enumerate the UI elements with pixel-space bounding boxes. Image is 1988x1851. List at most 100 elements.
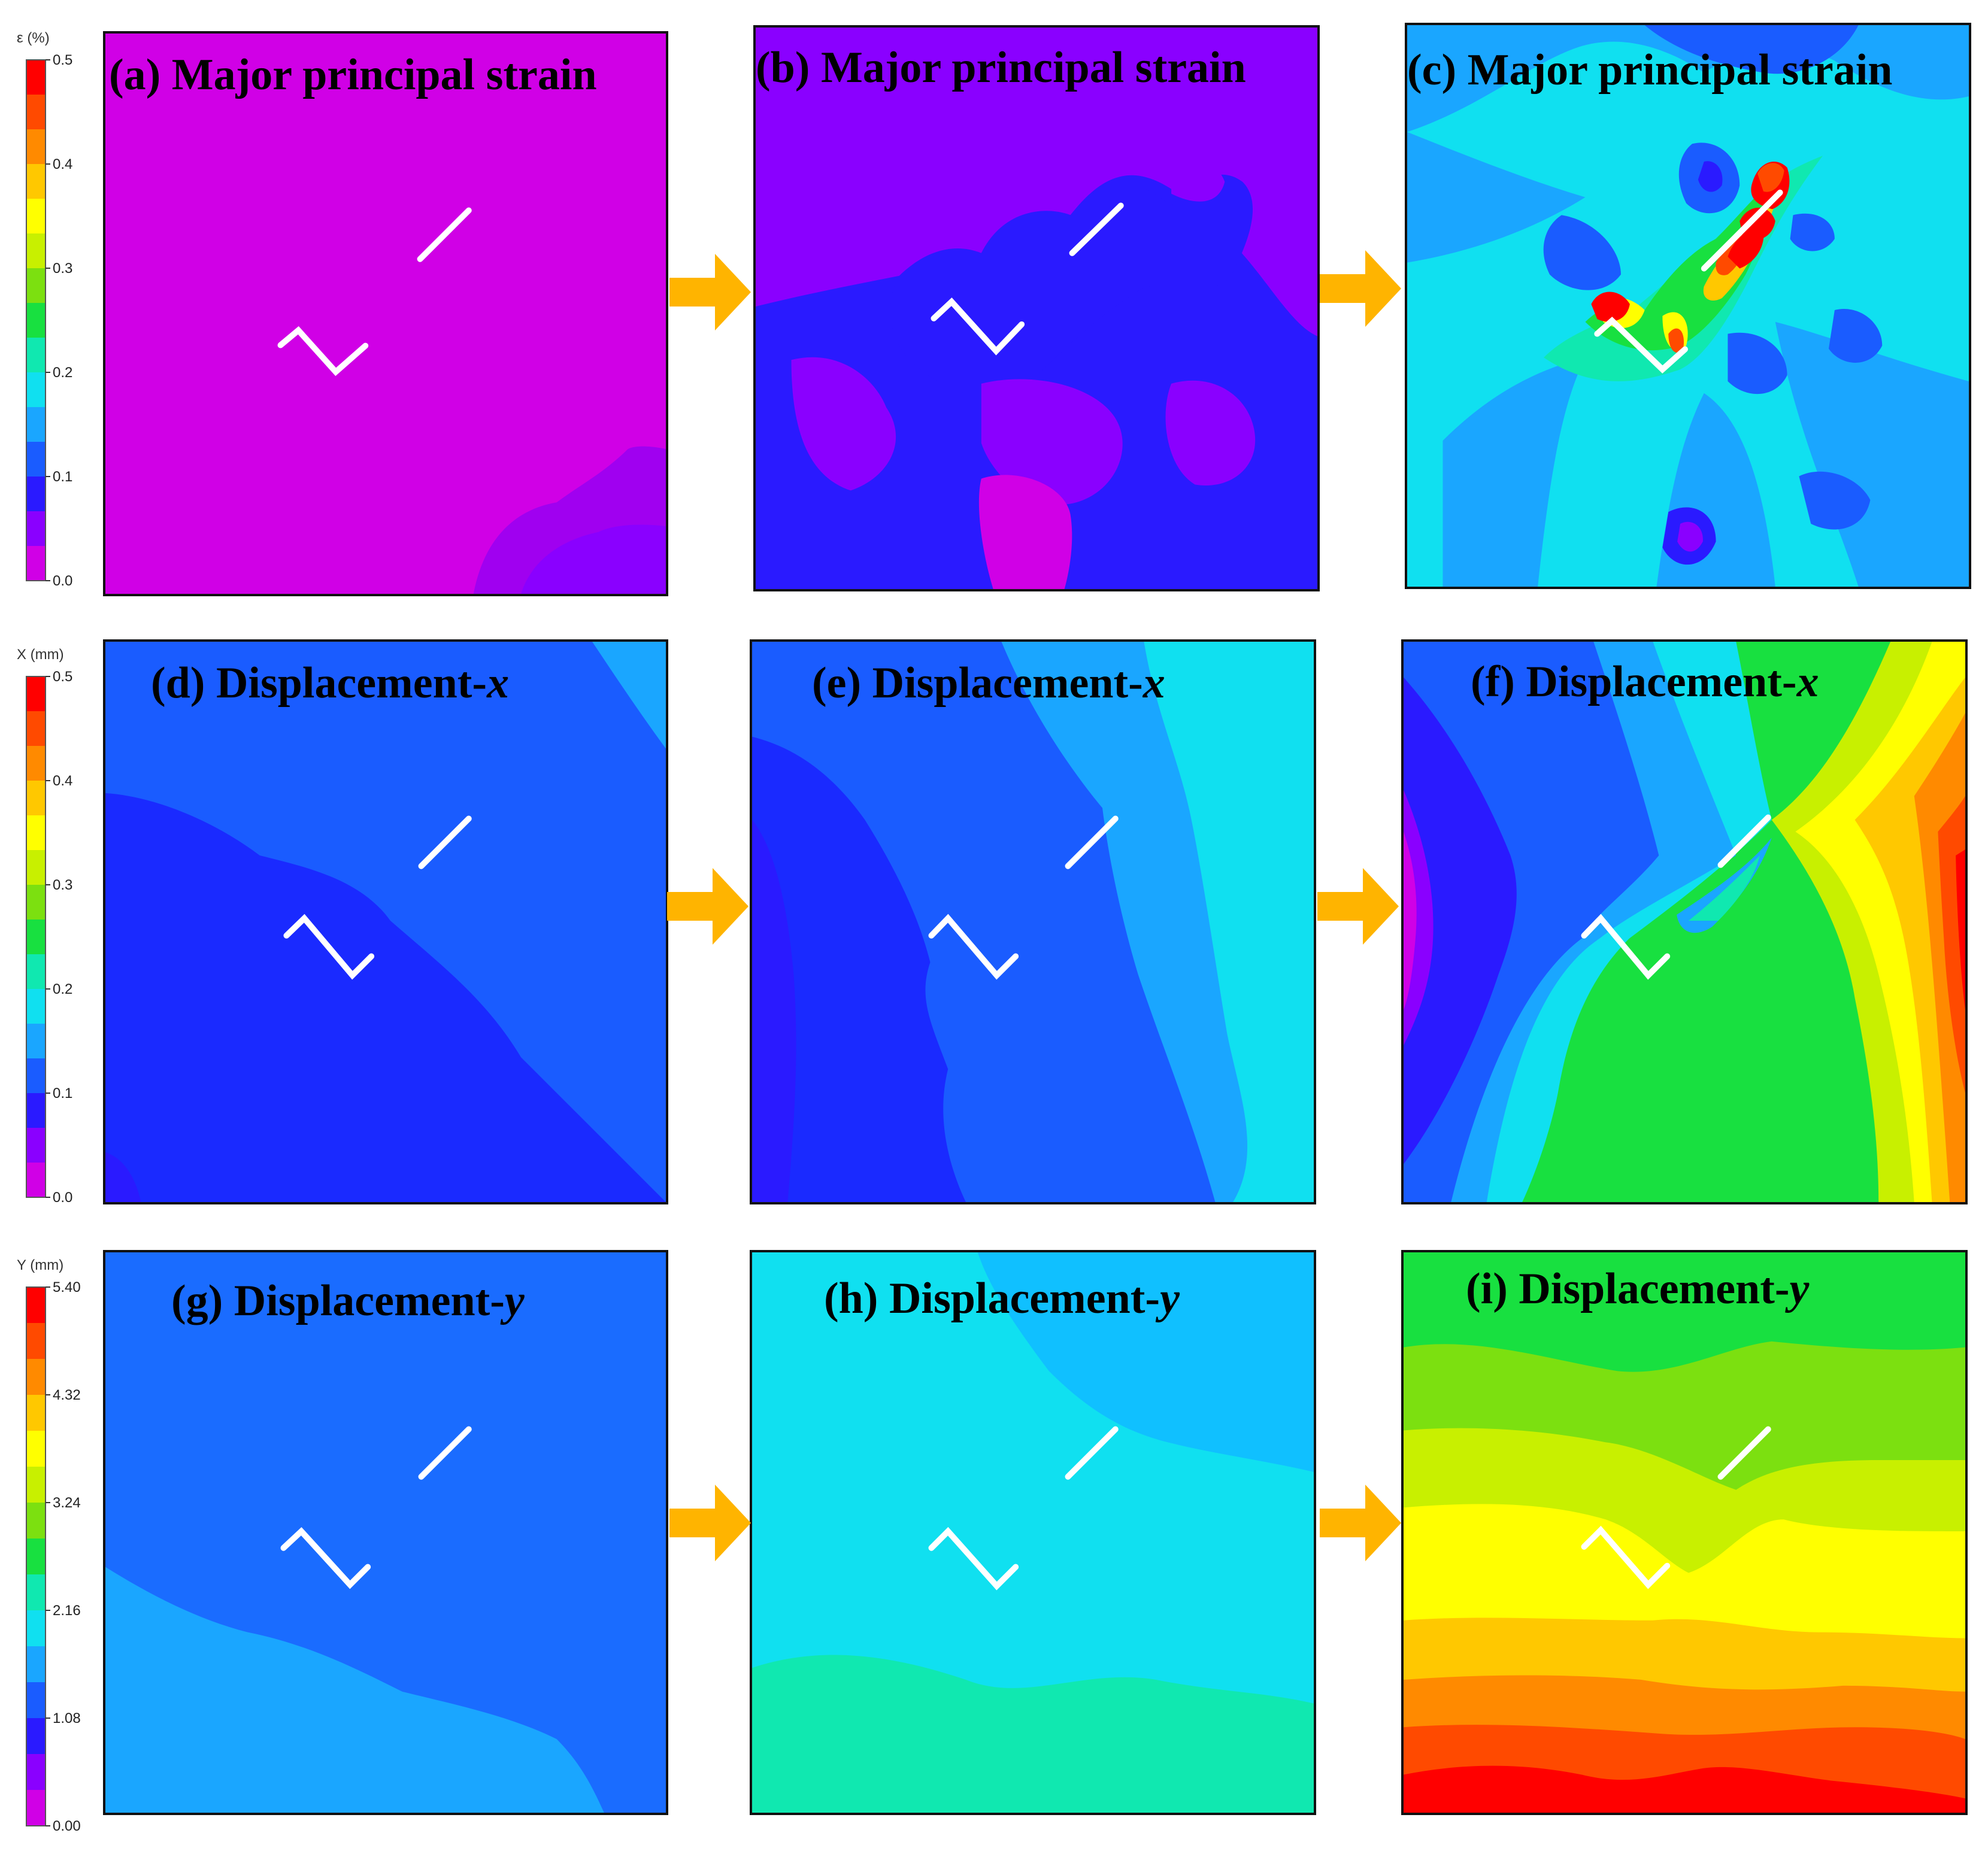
colorbar-tick-label: 0.0 xyxy=(53,1190,73,1206)
colorbar-tick-label: 3.24 xyxy=(53,1495,81,1511)
colorbar-tick-label: 0.2 xyxy=(53,981,73,997)
panel-c-major-principal-strain: (c) Major principal strain xyxy=(1405,23,1971,589)
colorbar-tick-label: 0.5 xyxy=(53,52,73,68)
colorbar-tick-label: 0.1 xyxy=(53,469,73,485)
contour-field xyxy=(105,642,666,1202)
colorbar-tick-label: 0.4 xyxy=(53,156,73,172)
arrow-right-icon xyxy=(1320,1485,1401,1561)
colorbar-band xyxy=(26,781,46,816)
colorbar-tick-label: 0.3 xyxy=(53,877,73,893)
colorbar-band xyxy=(26,1539,46,1575)
colorbar-band xyxy=(26,233,46,269)
colorbar-title: ε (%) xyxy=(17,30,50,46)
colorbar-displacement-x: X (mm) 0.5 0.4 0.3 0.2 0.1 0.0 xyxy=(12,641,96,1215)
colorbar-band xyxy=(26,850,46,885)
colorbar-strain: ε (%) 0.5 0.4 0.3 0.2 0.1 0.0 xyxy=(12,24,96,599)
colorbar-band xyxy=(26,338,46,373)
colorbar-band xyxy=(26,442,46,477)
arrow-right-icon xyxy=(669,1485,751,1561)
colorbar-tick-label: 0.0 xyxy=(53,573,73,589)
arrow-right-icon xyxy=(1320,250,1401,327)
panel-title: (f) Displacement-x xyxy=(1471,657,1819,706)
colorbar-band xyxy=(26,1431,46,1467)
colorbar-band xyxy=(26,1093,46,1128)
colorbar-band xyxy=(26,303,46,338)
colorbar-band xyxy=(26,1323,46,1360)
contour-field xyxy=(1404,1252,1965,1813)
colorbar-band xyxy=(26,1359,46,1395)
contour-field xyxy=(105,1252,666,1813)
colorbar-band xyxy=(26,989,46,1024)
panel-title: (h) Displacement-y xyxy=(824,1274,1180,1323)
colorbar-tick-label: 0.00 xyxy=(53,1818,81,1834)
colorbar-band xyxy=(26,1058,46,1094)
colorbar-band xyxy=(26,60,46,95)
arrow-right-icon xyxy=(1317,868,1399,945)
colorbar-band xyxy=(26,1646,46,1683)
colorbar-band xyxy=(26,1682,46,1719)
contour-field xyxy=(105,34,666,594)
colorbar-tick-label: 0.3 xyxy=(53,260,73,277)
colorbar-band xyxy=(26,1287,46,1324)
contour-field xyxy=(752,642,1314,1202)
contour-field xyxy=(752,1252,1314,1813)
colorbar-band xyxy=(26,920,46,955)
colorbar-band xyxy=(26,1395,46,1431)
colorbar-band xyxy=(26,164,46,199)
colorbar-gradient xyxy=(26,1286,50,1826)
colorbar-band xyxy=(26,199,46,234)
colorbar-band xyxy=(26,129,46,165)
colorbar-band xyxy=(26,1574,46,1611)
contour-field xyxy=(1404,642,1965,1202)
panel-title: (c) Major principal strain xyxy=(1407,45,1893,95)
panel-title: (a) Major principal strain xyxy=(109,50,597,99)
colorbar-band xyxy=(26,1467,46,1503)
colorbar-band xyxy=(26,1610,46,1647)
colorbar-band xyxy=(26,1790,46,1826)
colorbar-band xyxy=(26,1718,46,1755)
colorbar-band xyxy=(26,676,46,712)
colorbar-band xyxy=(26,95,46,130)
arrow-right-icon xyxy=(667,868,748,945)
panel-a-major-principal-strain: (a) Major principal strain xyxy=(103,31,668,596)
panel-title: (e) Displacement-x xyxy=(812,659,1165,708)
contour-field xyxy=(756,28,1317,589)
panel-title: (d) Displacement-x xyxy=(151,659,510,708)
colorbar-displacement-y: Y (mm) 5.40 4.32 3.24 2.16 1.08 0.00 xyxy=(12,1251,96,1844)
colorbar-tick-label: 0.1 xyxy=(53,1085,73,1102)
panel-h-displacement-y: (h) Displacement-y xyxy=(750,1250,1316,1815)
colorbar-tick-label: 5.40 xyxy=(53,1279,81,1295)
panel-title: (g) Displacement-y xyxy=(171,1276,525,1325)
colorbar-band xyxy=(26,268,46,304)
colorbar-band xyxy=(26,1163,46,1198)
colorbar-tick-label: 0.4 xyxy=(53,773,73,789)
panel-title: (b) Major principal strain xyxy=(756,43,1246,92)
colorbar-band xyxy=(26,477,46,512)
colorbar-gradient xyxy=(26,676,50,1198)
panel-f-displacement-x: (f) Displacement-x xyxy=(1401,639,1968,1204)
panel-d-displacement-x: (d) Displacement-x xyxy=(103,639,668,1204)
colorbar-band xyxy=(26,1128,46,1163)
panel-e-displacement-x: (e) Displacement-x xyxy=(750,639,1316,1204)
colorbar-title: Y (mm) xyxy=(17,1257,64,1273)
colorbar-band xyxy=(26,511,46,547)
colorbar-band xyxy=(26,1024,46,1059)
panel-title: (i) Displacement-y xyxy=(1466,1264,1810,1313)
contour-field xyxy=(1407,25,1969,587)
colorbar-band xyxy=(26,954,46,990)
colorbar-tick-label: 0.5 xyxy=(53,669,73,685)
colorbar-gradient xyxy=(26,59,50,581)
colorbar-tick-label: 0.2 xyxy=(53,365,73,381)
colorbar-band xyxy=(26,1503,46,1539)
colorbar-band xyxy=(26,1754,46,1791)
arrow-right-icon xyxy=(669,254,751,330)
colorbar-band xyxy=(26,885,46,920)
colorbar-tick-label: 1.08 xyxy=(53,1710,81,1726)
colorbar-tick-label: 2.16 xyxy=(53,1603,81,1619)
colorbar-band xyxy=(26,407,46,442)
panel-g-displacement-y: (g) Displacement-y xyxy=(103,1250,668,1815)
colorbar-tick-label: 4.32 xyxy=(53,1387,81,1403)
colorbar-title: X (mm) xyxy=(17,647,64,663)
colorbar-band xyxy=(26,746,46,781)
